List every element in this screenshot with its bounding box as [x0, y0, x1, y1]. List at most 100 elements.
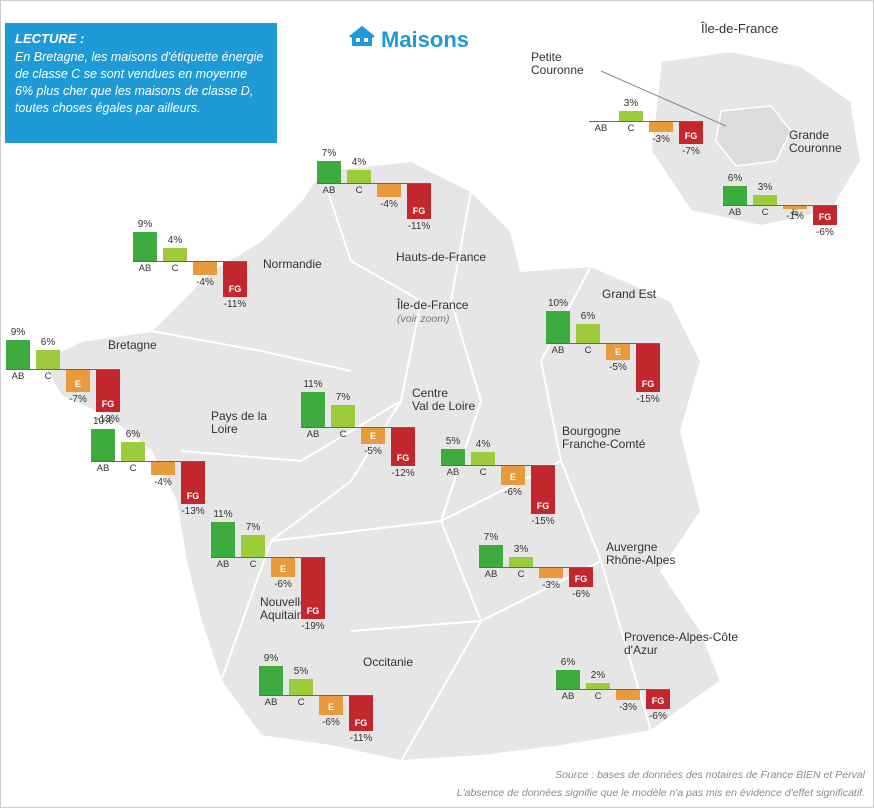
bar-value-label: -12% [388, 468, 418, 479]
bar-value-label: 7% [314, 148, 344, 159]
bar-inner-label: FG [679, 131, 703, 141]
region-label: BourgogneFranche-Comté [562, 425, 645, 451]
bar-value-label: -6% [498, 487, 528, 498]
bar-value-label: 6% [573, 311, 603, 322]
bar-category-label: AB [317, 185, 341, 196]
bar-value-label: 9% [256, 653, 286, 664]
bar [576, 324, 600, 343]
bar-category-label: C [586, 691, 610, 702]
bar-value-label: 10% [543, 298, 573, 309]
region-label: Hauts-de-France [396, 251, 486, 264]
mini-bar-chart: AB9%C4%E-4%FG-11%FG [133, 197, 247, 325]
bar-inner-label: FG [813, 212, 837, 222]
bar-value-label: 6% [720, 173, 750, 184]
bar-value-label: -4% [148, 477, 178, 488]
zoom-region-label: PetiteCouronne [531, 51, 584, 77]
bar-category-label: AB [301, 429, 325, 440]
mini-bar-chart: AB6%C2%E-3%FG-6%FG [556, 625, 670, 753]
bar-inner-label: E [361, 431, 385, 441]
bar-value-label: 9% [130, 219, 160, 230]
bar-value-label: 5% [286, 666, 316, 677]
bar [509, 557, 533, 567]
bar [163, 248, 187, 261]
bar-category-label: AB [91, 463, 115, 474]
bar-category-label: C [576, 345, 600, 356]
bar [377, 184, 401, 197]
region-label: Normandie [263, 258, 322, 271]
mini-bar-chart: AB9%C5%E-6%EFG-11%FG [259, 631, 373, 759]
lecture-box: LECTURE : En Bretagne, les maisons d'éti… [5, 23, 277, 143]
mini-bar-chart: AB7%C4%E-4%FG-11%FG [317, 119, 431, 247]
bar-value-label: -4% [374, 199, 404, 210]
lecture-heading: LECTURE : [15, 31, 267, 46]
bar-category-label: C [241, 559, 265, 570]
bar-inner-label: FG [569, 574, 593, 584]
bar [301, 392, 325, 427]
bar-value-label: -7% [676, 146, 706, 157]
bar [241, 535, 265, 557]
bar-value-label: -3% [613, 702, 643, 713]
bar-value-label: 4% [160, 235, 190, 246]
bar-inner-label: FG [407, 206, 431, 216]
bar-category-label: C [753, 207, 777, 218]
bar-value-label: -1% [780, 211, 810, 222]
bar-value-label: 9% [3, 327, 33, 338]
bar-inner-label: FG [301, 606, 325, 616]
bar-inner-label: FG [349, 718, 373, 728]
bar [616, 690, 640, 700]
mini-bar-chart: AB11%C7%E-6%EFG-19%FG [211, 493, 325, 621]
bar-value-label: 7% [476, 532, 506, 543]
bar-value-label: 6% [33, 337, 63, 348]
lecture-text: En Bretagne, les maisons d'étiquette éne… [15, 49, 267, 117]
bar [723, 186, 747, 205]
bar-value-label: 4% [344, 157, 374, 168]
title-text: Maisons [381, 27, 469, 53]
bar-category-label: C [163, 263, 187, 274]
bar-value-label: 10% [88, 416, 118, 427]
bar [211, 522, 235, 557]
bar-value-label: 11% [298, 379, 328, 390]
bar [441, 449, 465, 465]
bar-value-label: 6% [553, 657, 583, 668]
bar-category-label: AB [6, 371, 30, 382]
bar-category-label: AB [556, 691, 580, 702]
bar [91, 429, 115, 461]
bar-category-label: C [471, 467, 495, 478]
bar-category-label: AB [211, 559, 235, 570]
region-label: Île-de-France(voir zoom) [397, 299, 468, 326]
bar-value-label: 5% [438, 436, 468, 447]
bar [556, 670, 580, 689]
bar-value-label: 2% [583, 670, 613, 681]
bar [539, 568, 563, 578]
mini-bar-chart: AB7%C3%E-3%FG-6%FG [479, 503, 593, 631]
mini-bar-chart: ABC3%E-3%FG-7%FG [589, 57, 703, 185]
bar [347, 170, 371, 183]
bar-category-label: AB [133, 263, 157, 274]
bar [133, 232, 157, 261]
bar-category-label: C [509, 569, 533, 580]
bar-category-label: C [289, 697, 313, 708]
bar-inner-label: E [606, 347, 630, 357]
bar-value-label: -11% [404, 221, 434, 232]
bar-inner-label: FG [636, 379, 660, 389]
bar-inner-label: E [501, 472, 525, 482]
bar-value-label: -7% [63, 394, 93, 405]
bar-value-label: -5% [358, 446, 388, 457]
bar [586, 683, 610, 689]
region-label: AuvergneRhône-Alpes [606, 541, 675, 567]
mini-bar-chart: AB10%C6%E-5%EFG-15%FG [546, 279, 660, 407]
bar-inner-label: E [66, 379, 90, 389]
bar-value-label: -6% [316, 717, 346, 728]
bar [471, 452, 495, 465]
mini-bar-chart: AB11%C7%E-5%EFG-12%FG [301, 363, 415, 491]
bar-value-label: -6% [268, 579, 298, 590]
bar [151, 462, 175, 475]
bar-value-label: -3% [646, 134, 676, 145]
bar-inner-label: E [271, 564, 295, 574]
bar [783, 206, 807, 209]
bar-value-label: 6% [118, 429, 148, 440]
bar-value-label: 3% [616, 98, 646, 109]
bar-value-label: 4% [468, 439, 498, 450]
bar [619, 111, 643, 121]
bar-value-label: 7% [238, 522, 268, 533]
